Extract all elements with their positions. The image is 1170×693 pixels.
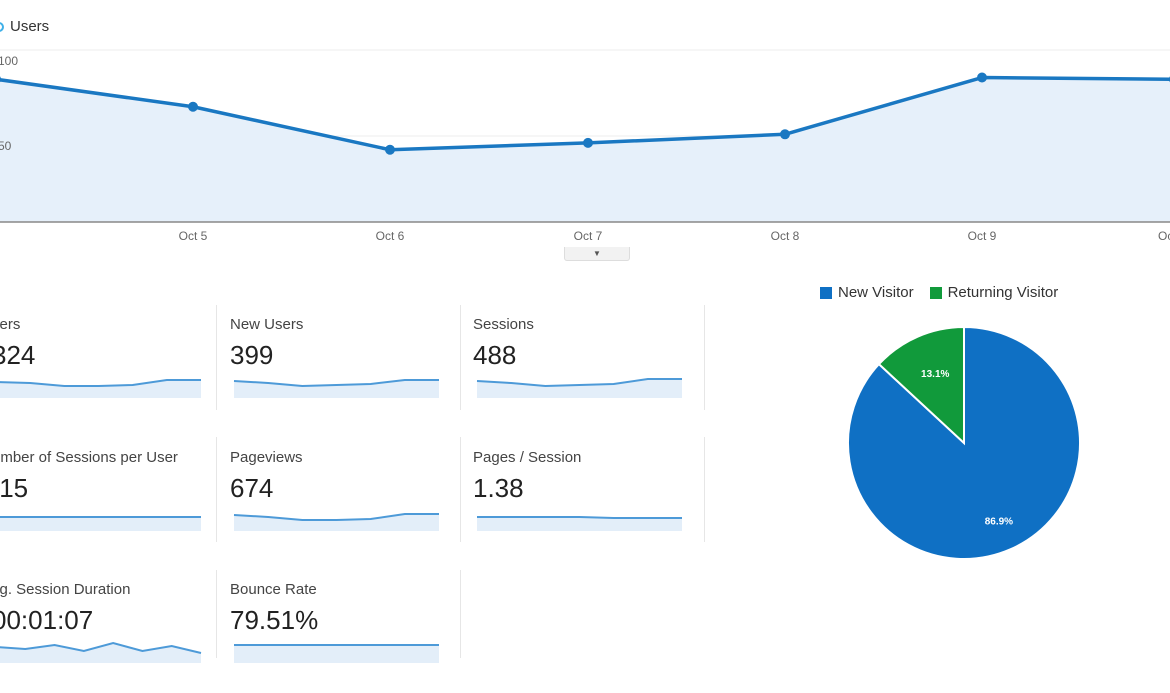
divider [216,570,217,658]
metric-sparkline [477,516,682,531]
collapse-chart-button[interactable]: ▼ [564,247,630,261]
metric-bounce-rate[interactable]: Bounce Rate 79.51% [230,573,445,693]
metric-sessions[interactable]: Sessions 488 [473,308,688,428]
metric-label: sers [0,316,21,333]
metric-value: 00:01:07 [0,605,94,635]
metric-pageviews[interactable]: Pageviews 674 [230,441,445,561]
metric-label: Pageviews [230,449,303,466]
users-line-chart: 100 50 Oct 5 Oct 6 Oct 7 Oct 8 Oct 9 Oc [0,49,1170,243]
data-point[interactable] [583,137,593,148]
pie-slice-label: 86.9% [985,517,1013,528]
users-area [0,77,1170,222]
metric-new-users[interactable]: New Users 399 [230,308,445,428]
metric-label: Bounce Rate [230,581,317,598]
divider [460,305,461,410]
pie-legend: New Visitor Returning Visitor [820,284,1058,301]
sparkline-area [477,379,682,398]
metric-label: umber of Sessions per User [0,449,178,466]
legend-label-users: Users [10,18,50,35]
x-tick-oct7: Oct 7 [574,229,603,243]
legend-label: Returning Visitor [947,284,1059,301]
metric-avg-session-duration[interactable]: vg. Session Duration 00:01:07 [0,573,207,693]
divider [460,570,461,658]
metric-value: 399 [230,340,274,370]
metric-value: 79.51% [230,605,319,635]
metric-sparkline [0,641,202,663]
sparkline-area [234,514,439,531]
metric-value: 1.38 [473,473,524,503]
y-tick-50: 50 [0,139,12,153]
metric-sparkline [233,513,439,531]
sparkline-line [476,378,682,388]
metric-pages-per-session[interactable]: Pages / Session 1.38 [473,441,688,561]
divider [216,305,217,410]
x-tick-oct8: Oct 8 [771,229,800,243]
legend-item-returning-visitor[interactable]: Returning Visitor [929,284,1059,301]
sparkline-line [233,379,439,388]
divider [460,437,461,542]
sparkline-line [0,379,201,387]
x-tick-oct6: Oct 6 [376,229,405,243]
metric-sessions-per-user[interactable]: umber of Sessions per User .15 [0,441,207,561]
metric-value: 488 [473,340,517,370]
sparkline-area [234,645,439,663]
legend-label: New Visitor [838,284,914,301]
data-point[interactable] [385,144,395,155]
metric-label: vg. Session Duration [0,581,131,598]
x-tick-oct5: Oct 5 [179,229,208,243]
legend-swatch-icon [929,286,942,299]
metric-sparkline [233,379,439,398]
pie-slice-label: 13.1% [921,369,949,380]
metric-label: Sessions [473,316,534,333]
sparkline-line [233,513,439,521]
metric-label: Pages / Session [473,449,582,466]
pie-slice-returning-visitor[interactable] [877,325,965,446]
caret-down-icon: ▼ [593,249,601,258]
metric-label: New Users [230,316,304,333]
sparkline-line [0,641,202,654]
metric-value: .15 [0,473,29,503]
x-tick-oct10: Oc [1158,229,1170,243]
data-point[interactable] [780,129,790,140]
sparkline-area [0,380,201,398]
legend-swatch-icon [820,286,832,299]
divider [704,305,705,410]
legend-item-new-visitor[interactable]: New Visitor [820,284,914,301]
data-point[interactable] [188,101,198,112]
sparkline-line [477,516,682,519]
metric-value: 674 [230,473,274,503]
metric-sparkline [234,644,439,663]
metric-sparkline [0,516,201,531]
divider [704,437,705,542]
x-tick-oct9: Oct 9 [968,229,997,243]
data-point[interactable] [0,74,1,84]
visitor-type-pie-chart: 86.9% 13.1% [847,325,1081,560]
y-tick-100: 100 [0,54,18,68]
sparkline-area [0,517,201,531]
divider [216,437,217,542]
legend-circle-icon [0,21,4,32]
metric-users[interactable]: sers 324 [0,308,207,428]
data-point[interactable] [977,72,987,83]
metric-value: 324 [0,340,36,370]
metric-sparkline [0,379,201,398]
metric-sparkline [476,378,682,398]
line-chart-legend[interactable]: Users [0,18,49,35]
sparkline-area [477,517,682,531]
